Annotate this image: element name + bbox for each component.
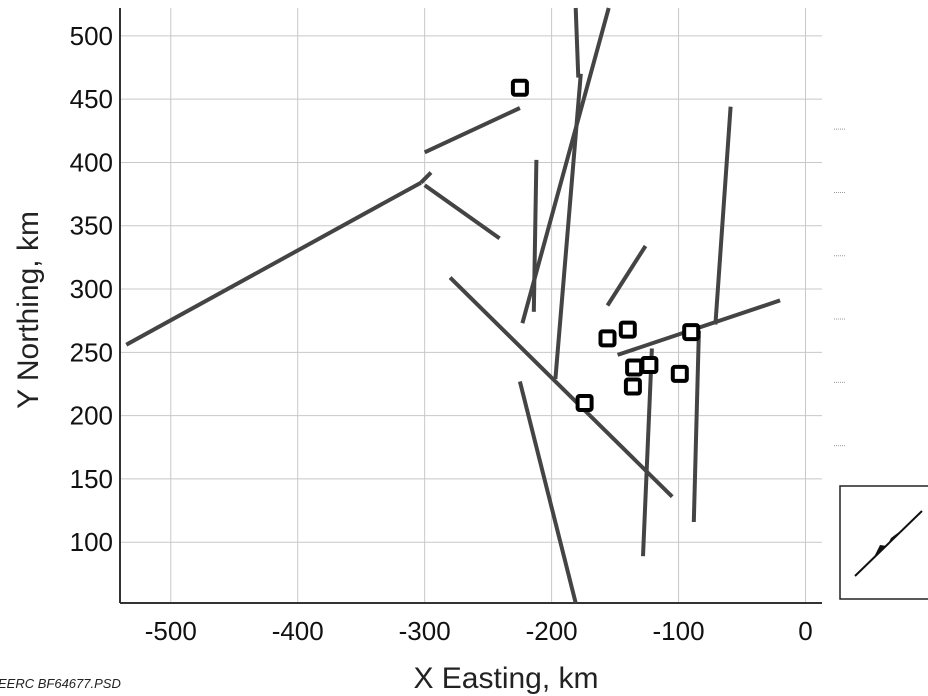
y-tick-label: 300 [70, 274, 113, 304]
grid [120, 8, 822, 603]
y-tick-label: 250 [70, 337, 113, 367]
y-tick-label: 100 [70, 527, 113, 557]
fault-line-2 [419, 171, 433, 185]
marker-point-1 [510, 78, 529, 97]
plot-frame [119, 8, 822, 604]
fault-line-1 [125, 180, 422, 347]
y-axis-title: Y Northing, km [12, 211, 45, 409]
fault-line-15 [691, 330, 701, 523]
fault-line-10 [517, 381, 578, 604]
y-tick-label: 450 [70, 84, 113, 114]
x-tick-label: -100 [653, 616, 705, 646]
x-tick-label: -300 [399, 616, 451, 646]
y-tick-label: 350 [70, 211, 113, 241]
marker-point-6 [623, 377, 642, 396]
x-tick-label: -400 [272, 616, 324, 646]
fault-line-9 [448, 276, 674, 499]
right-tick-marks [834, 128, 846, 447]
fault-line-3 [423, 183, 501, 241]
marker-point-8 [670, 364, 689, 383]
inset-box [839, 485, 928, 600]
fault-line-5 [573, 7, 581, 78]
marker-layer [510, 78, 701, 412]
marker-point-2 [598, 329, 617, 348]
x-tick-label: -500 [145, 616, 197, 646]
marker-point-3 [618, 320, 637, 339]
fault-line-4 [423, 106, 521, 155]
x-tick-labels: -500 -400 -300 -200 -100 0 [145, 616, 813, 646]
marker-point-5 [640, 356, 659, 374]
series-layer [125, 7, 781, 604]
marker-point-4 [625, 358, 644, 377]
fault-line-8 [531, 159, 539, 312]
fault-line-14 [713, 106, 733, 325]
y-tick-label: 400 [70, 147, 113, 177]
fault-line-7 [520, 7, 611, 324]
y-tick-label: 500 [70, 21, 113, 51]
fault-line-13 [641, 348, 654, 557]
source-credit: EERC BF64677.PSD [0, 676, 121, 691]
marker-point-9 [682, 323, 701, 342]
inset-arrow-icon [887, 532, 899, 546]
y-tick-label: 150 [70, 464, 113, 494]
y-tick-labels: 100 150 200 250 300 350 400 450 500 [70, 21, 113, 557]
x-axis-title: X Easting, km [413, 662, 598, 695]
y-tick-label: 200 [70, 401, 113, 431]
marker-point-7 [575, 394, 594, 412]
fault-line-11 [605, 244, 648, 307]
x-tick-label: -200 [526, 616, 578, 646]
x-tick-label: 0 [798, 616, 812, 646]
inset-arrow-icon [874, 545, 887, 557]
